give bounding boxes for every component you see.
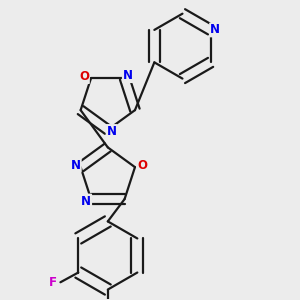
Text: N: N <box>71 159 81 172</box>
Text: O: O <box>137 159 147 172</box>
Text: F: F <box>49 276 57 289</box>
Text: N: N <box>81 194 91 208</box>
Text: N: N <box>123 69 133 82</box>
Text: N: N <box>210 23 220 36</box>
Text: O: O <box>79 70 89 83</box>
Text: N: N <box>107 125 117 138</box>
